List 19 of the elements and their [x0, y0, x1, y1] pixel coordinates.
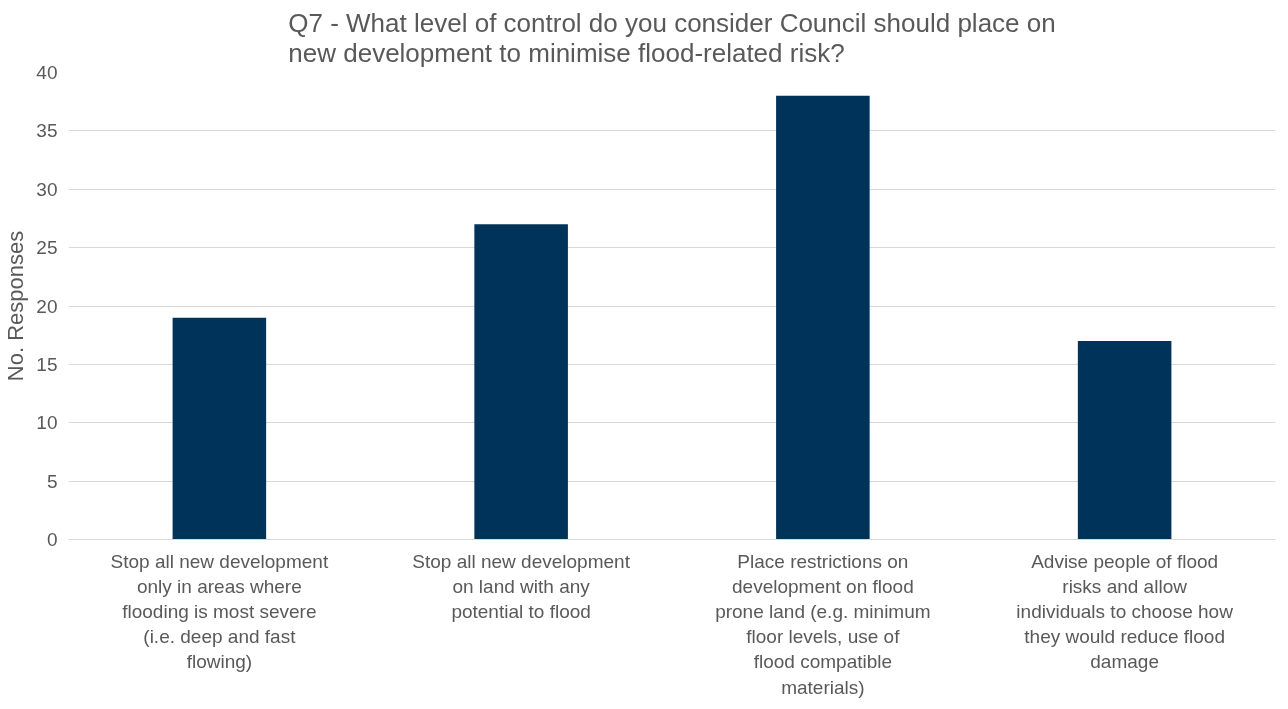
bar — [1077, 341, 1172, 540]
y-tick-label: 35 — [36, 120, 58, 142]
x-tick-label: Advise people of flood risks and allow individuals to choose how they would reduce flood damage — [1016, 550, 1234, 673]
bar — [776, 95, 870, 540]
x-tick-label: Place restrictions on development on flood prone land (e.g. minimum floor levels, use of flood compatible materials) — [715, 550, 931, 698]
y-tick-label: 20 — [36, 295, 58, 317]
chart-title: Q7 - What level of control do you consider Council should place on new development to minimise flood-related risk? — [288, 7, 1056, 68]
y-tick-label: 40 — [36, 62, 58, 83]
bar — [474, 224, 568, 540]
y-tick-label: 5 — [46, 470, 58, 492]
y-tick-label: 25 — [36, 237, 58, 259]
y-axis-title: No. Responses — [3, 230, 29, 382]
y-tick-label: 15 — [36, 353, 58, 375]
y-tick-label: 0 — [46, 529, 58, 550]
bar — [172, 317, 267, 540]
x-tick-label: Stop all new development only in areas where flooding is most severe (i.e. deep and fast flowing) — [110, 550, 329, 673]
y-tick-label: 30 — [36, 178, 58, 200]
x-tick-label: Stop all new development on land with any potential to flood — [412, 550, 631, 622]
y-tick-label: 10 — [36, 412, 58, 434]
